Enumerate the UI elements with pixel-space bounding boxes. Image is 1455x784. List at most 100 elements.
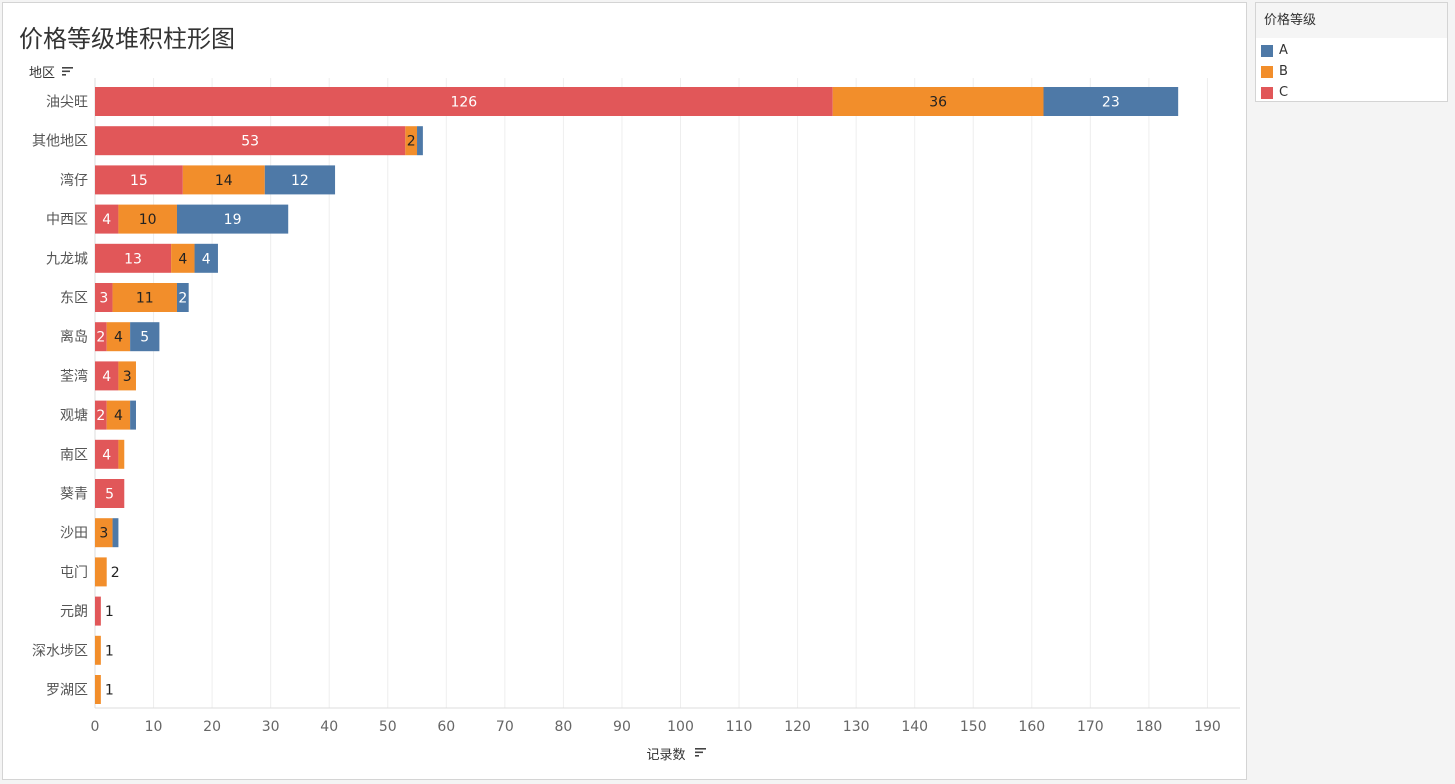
data-label: 11 — [136, 291, 154, 307]
bar-segment-c[interactable] — [95, 204, 119, 234]
bar-segment-b[interactable] — [118, 204, 177, 234]
data-label: 3 — [99, 526, 108, 542]
category-label: 屯门 — [60, 565, 88, 581]
bar-segment-c[interactable] — [95, 400, 107, 430]
bar-segment-a[interactable] — [194, 243, 218, 273]
bar-segment-c[interactable] — [95, 283, 113, 312]
category-label: 离岛 — [60, 329, 88, 346]
category-label: 南区 — [60, 447, 88, 463]
bar-segment-b[interactable] — [95, 635, 101, 665]
data-label: 2 — [111, 565, 120, 581]
x-tick-label: 10 — [145, 719, 163, 735]
bar-segment-b[interactable] — [95, 675, 101, 704]
bar-segment-c[interactable] — [95, 361, 119, 391]
x-tick-label: 170 — [1077, 719, 1104, 735]
bar-segment-c[interactable] — [95, 439, 119, 469]
x-tick-label: 20 — [203, 719, 221, 735]
bar-segment-a[interactable] — [176, 283, 189, 312]
x-tick-label: 100 — [667, 719, 694, 735]
bar-segment-a[interactable] — [130, 322, 160, 352]
x-tick-label: 40 — [320, 719, 338, 735]
x-tick-label: 90 — [613, 719, 631, 735]
bar-segment-b[interactable] — [112, 283, 177, 312]
x-axis-title: 记录数 — [646, 748, 685, 763]
data-label: 36 — [929, 95, 947, 111]
bar-segment-c[interactable] — [95, 322, 107, 352]
data-label: 2 — [96, 330, 105, 346]
legend-item-c[interactable]: C — [1256, 84, 1447, 102]
category-label: 元朗 — [60, 604, 88, 620]
x-tick-label: 70 — [496, 719, 514, 735]
bar-segment-b[interactable] — [118, 361, 136, 391]
x-tick-label: 180 — [1136, 719, 1163, 735]
bar-segment-c[interactable] — [95, 479, 125, 508]
bar-segment-a[interactable] — [112, 518, 119, 548]
chart-title: 价格等级堆积柱形图 — [19, 25, 235, 53]
data-label: 10 — [139, 212, 157, 228]
data-label: 3 — [123, 369, 132, 385]
bar-segment-a[interactable] — [176, 204, 289, 234]
bar-segment-b[interactable] — [95, 557, 107, 587]
data-label: 3 — [99, 291, 108, 307]
bar-segment-c[interactable] — [95, 596, 101, 626]
x-tick-label: 80 — [554, 719, 572, 735]
data-label: 12 — [291, 173, 309, 189]
bar-segment-c[interactable] — [95, 243, 172, 273]
data-label: 2 — [178, 291, 187, 307]
bar-segment-a[interactable] — [130, 400, 136, 430]
bar-segment-b[interactable] — [106, 400, 131, 430]
category-label: 油尖旺 — [46, 95, 88, 111]
bar-segment-b[interactable] — [405, 126, 418, 156]
bar-segment-b[interactable] — [171, 243, 195, 273]
legend-swatch — [1261, 87, 1273, 99]
legend-label: C — [1279, 85, 1289, 100]
legend-title: 价格等级 — [1256, 3, 1447, 38]
x-tick-label: 130 — [843, 719, 870, 735]
legend-item-a[interactable]: A — [1256, 42, 1447, 60]
legend-label: A — [1279, 43, 1288, 58]
x-tick-label: 140 — [901, 719, 928, 735]
bar-segment-b[interactable] — [106, 322, 131, 352]
category-label: 东区 — [60, 291, 88, 307]
sort-descending-icon[interactable] — [695, 748, 706, 757]
category-label: 九龙城 — [46, 251, 88, 267]
sort-descending-icon[interactable] — [62, 67, 73, 76]
bar-segment-b[interactable] — [95, 518, 113, 548]
data-label: 19 — [224, 212, 242, 228]
gridlines — [94, 78, 1240, 709]
data-label: 4 — [102, 212, 111, 228]
category-label: 其他地区 — [32, 134, 88, 150]
x-tick-label: 110 — [726, 719, 753, 735]
data-label: 14 — [215, 173, 233, 189]
legend-swatch — [1261, 45, 1273, 57]
legend: 价格等级 A B C — [1255, 2, 1448, 102]
y-axis-title: 地区 — [29, 66, 55, 81]
data-label: 4 — [202, 251, 211, 267]
x-tick-label: 160 — [1018, 719, 1045, 735]
category-label: 葵青 — [60, 487, 88, 503]
data-label: 4 — [114, 330, 123, 346]
bar-segment-c[interactable] — [95, 126, 406, 156]
legend-item-b[interactable]: B — [1256, 63, 1447, 81]
data-label: 1 — [105, 604, 114, 620]
category-label: 沙田 — [60, 526, 88, 542]
bar-segment-a[interactable] — [1043, 87, 1179, 116]
data-label: 53 — [241, 134, 259, 150]
category-label: 荃湾 — [60, 368, 88, 385]
data-label: 2 — [407, 134, 416, 150]
data-label: 5 — [105, 487, 114, 503]
data-label: 2 — [96, 408, 105, 424]
category-label: 观塘 — [60, 408, 88, 424]
bar-segment-c[interactable] — [95, 87, 833, 116]
data-label: 4 — [178, 251, 187, 267]
bar-segment-c[interactable] — [95, 165, 183, 195]
bar-segment-b[interactable] — [832, 87, 1044, 116]
bar-segment-a[interactable] — [264, 165, 336, 195]
bar-segment-a[interactable] — [417, 126, 423, 156]
bar-segment-b[interactable] — [118, 439, 125, 469]
x-tick-label: 150 — [960, 719, 987, 735]
bar-segment-b[interactable] — [182, 165, 265, 195]
